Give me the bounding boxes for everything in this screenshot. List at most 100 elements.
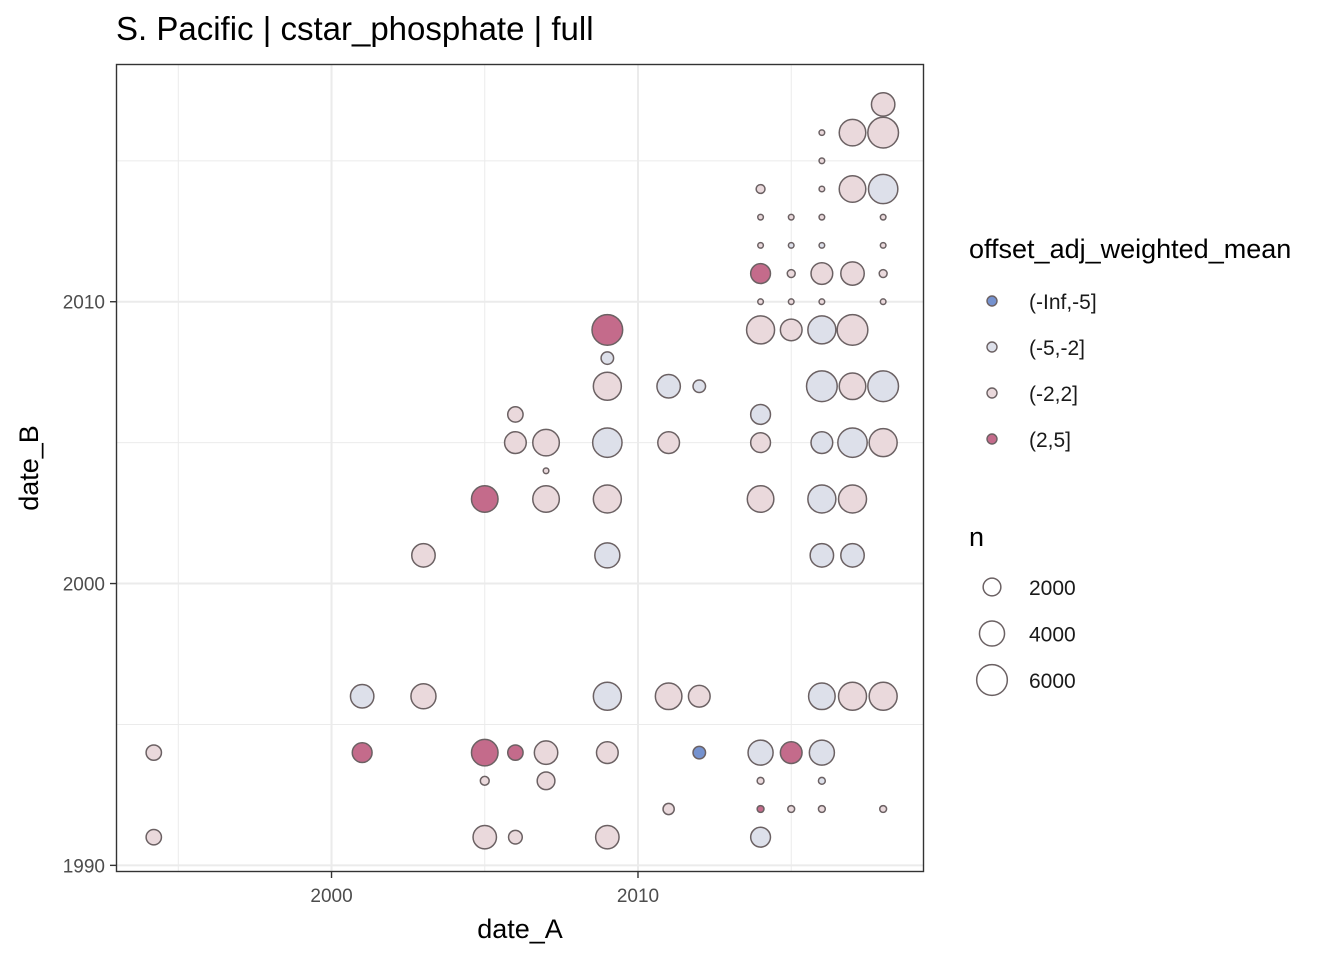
size-legend-key	[975, 663, 1009, 697]
data-point	[838, 174, 867, 204]
data-point	[757, 298, 765, 306]
data-point	[818, 241, 826, 249]
data-point	[592, 484, 623, 514]
data-point	[351, 741, 373, 764]
data-point	[867, 116, 900, 149]
chart-title: S. Pacific | cstar_phosphate | full	[116, 10, 594, 47]
data-point	[837, 484, 868, 514]
color-legend-key	[986, 433, 998, 445]
data-point	[879, 213, 887, 221]
data-point	[506, 406, 524, 423]
data-point	[807, 682, 836, 711]
data-point	[837, 681, 868, 712]
data-point	[145, 828, 163, 846]
data-point	[687, 684, 711, 708]
color-legend: (-Inf,-5] (-5,-2] (-2,2] (2,5]	[986, 291, 1097, 452]
color-legend-title: offset_adj_weighted_mean	[969, 234, 1291, 264]
data-point	[836, 313, 869, 346]
size-legend-label: 6000	[1029, 670, 1076, 693]
data-point	[749, 431, 772, 454]
size-legend-key	[982, 577, 1002, 597]
data-point	[867, 173, 899, 205]
data-point	[479, 775, 490, 786]
data-point	[532, 428, 561, 457]
data-point	[349, 683, 375, 709]
data-point	[656, 373, 682, 399]
data-point	[749, 826, 772, 848]
data-point	[745, 315, 776, 345]
data-point	[756, 804, 765, 814]
data-point	[595, 741, 619, 765]
data-point	[503, 431, 527, 455]
data-point	[591, 427, 623, 459]
data-point	[692, 379, 707, 394]
data-point	[867, 370, 900, 403]
data-point	[746, 484, 775, 514]
data-point	[592, 681, 623, 712]
size-legend-label: 4000	[1029, 624, 1076, 647]
data-point	[786, 268, 796, 279]
x-tick-label: 2000	[310, 886, 352, 907]
color-legend-label: (-Inf,-5]	[1029, 291, 1097, 314]
data-point	[807, 315, 837, 345]
data-point	[749, 403, 772, 426]
size-legend-key	[978, 620, 1006, 647]
data-point	[747, 739, 774, 766]
data-point	[838, 372, 867, 401]
data-point	[818, 157, 826, 165]
data-point	[805, 370, 838, 403]
data-point	[657, 431, 681, 455]
data-point	[878, 804, 888, 814]
data-point	[787, 213, 795, 221]
data-point	[810, 261, 834, 286]
data-point	[757, 213, 765, 221]
data-point	[756, 776, 765, 785]
data-point	[838, 118, 867, 147]
data-point	[808, 739, 836, 766]
size-legend-title: n	[969, 522, 984, 552]
data-point	[594, 824, 620, 850]
plot-panel-border	[115, 63, 925, 873]
data-point	[817, 804, 827, 814]
data-point	[594, 542, 621, 569]
data-point	[411, 542, 436, 568]
data-point	[809, 542, 835, 568]
data-point	[868, 427, 898, 458]
color-legend-key	[986, 295, 998, 307]
data-point	[470, 484, 499, 514]
data-point	[662, 802, 675, 816]
y-tick-label: 1990	[63, 856, 105, 877]
data-point	[779, 318, 803, 342]
data-point	[818, 129, 826, 137]
data-point	[787, 241, 795, 249]
size-legend-label: 2000	[1029, 577, 1076, 600]
data-point	[592, 371, 623, 402]
data-point	[542, 467, 550, 475]
data-point	[879, 298, 887, 306]
data-point	[787, 298, 795, 306]
data-point	[532, 484, 561, 514]
data-point	[870, 91, 896, 117]
data-point	[779, 741, 803, 765]
data-point	[837, 427, 868, 459]
plot-background	[117, 65, 923, 871]
data-point	[818, 298, 826, 306]
color-legend-label: (2,5]	[1029, 429, 1071, 452]
x-tick-label: 2010	[617, 886, 659, 907]
data-point	[749, 262, 772, 285]
data-point	[600, 351, 615, 366]
data-point	[757, 241, 765, 249]
data-points	[145, 91, 900, 850]
data-point	[472, 824, 498, 850]
data-point	[787, 804, 796, 814]
data-point	[470, 738, 499, 767]
data-point	[410, 683, 437, 710]
data-point	[533, 740, 559, 766]
data-point	[879, 241, 887, 249]
data-point	[654, 682, 683, 711]
data-point	[840, 542, 865, 568]
data-point	[755, 183, 766, 195]
y-tick-label: 2000	[63, 575, 105, 596]
data-point	[878, 268, 888, 279]
data-point	[145, 744, 163, 762]
